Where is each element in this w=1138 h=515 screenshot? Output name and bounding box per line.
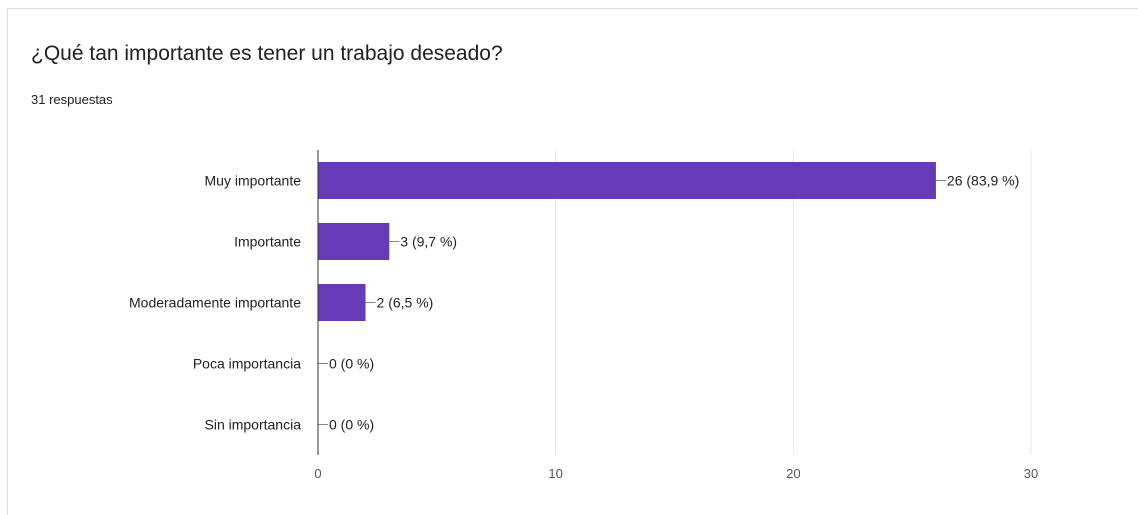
x-tick-label: 0: [314, 466, 321, 481]
bar: [318, 223, 390, 260]
category-label: Moderadamente importante: [129, 295, 301, 311]
data-label: 3 (9,7 %): [400, 234, 457, 250]
category-label: Importante: [234, 234, 301, 250]
category-label: Poca importancia: [193, 356, 301, 372]
x-tick-label: 10: [548, 466, 562, 481]
category-label: Muy importante: [205, 173, 302, 189]
data-label: 26 (83,9 %): [947, 173, 1019, 189]
bar: [318, 284, 366, 321]
response-count: 31 respuestas: [31, 92, 113, 107]
x-tick-label: 30: [1024, 466, 1038, 481]
data-label: 2 (6,5 %): [377, 295, 434, 311]
question-title: ¿Qué tan importante es tener un trabajo …: [31, 42, 503, 65]
bar: [318, 162, 936, 199]
data-label: 0 (0 %): [329, 356, 374, 372]
data-label: 0 (0 %): [329, 417, 374, 433]
chart-card: [7, 8, 1138, 515]
category-label: Sin importancia: [205, 417, 302, 433]
x-tick-label: 20: [786, 466, 800, 481]
